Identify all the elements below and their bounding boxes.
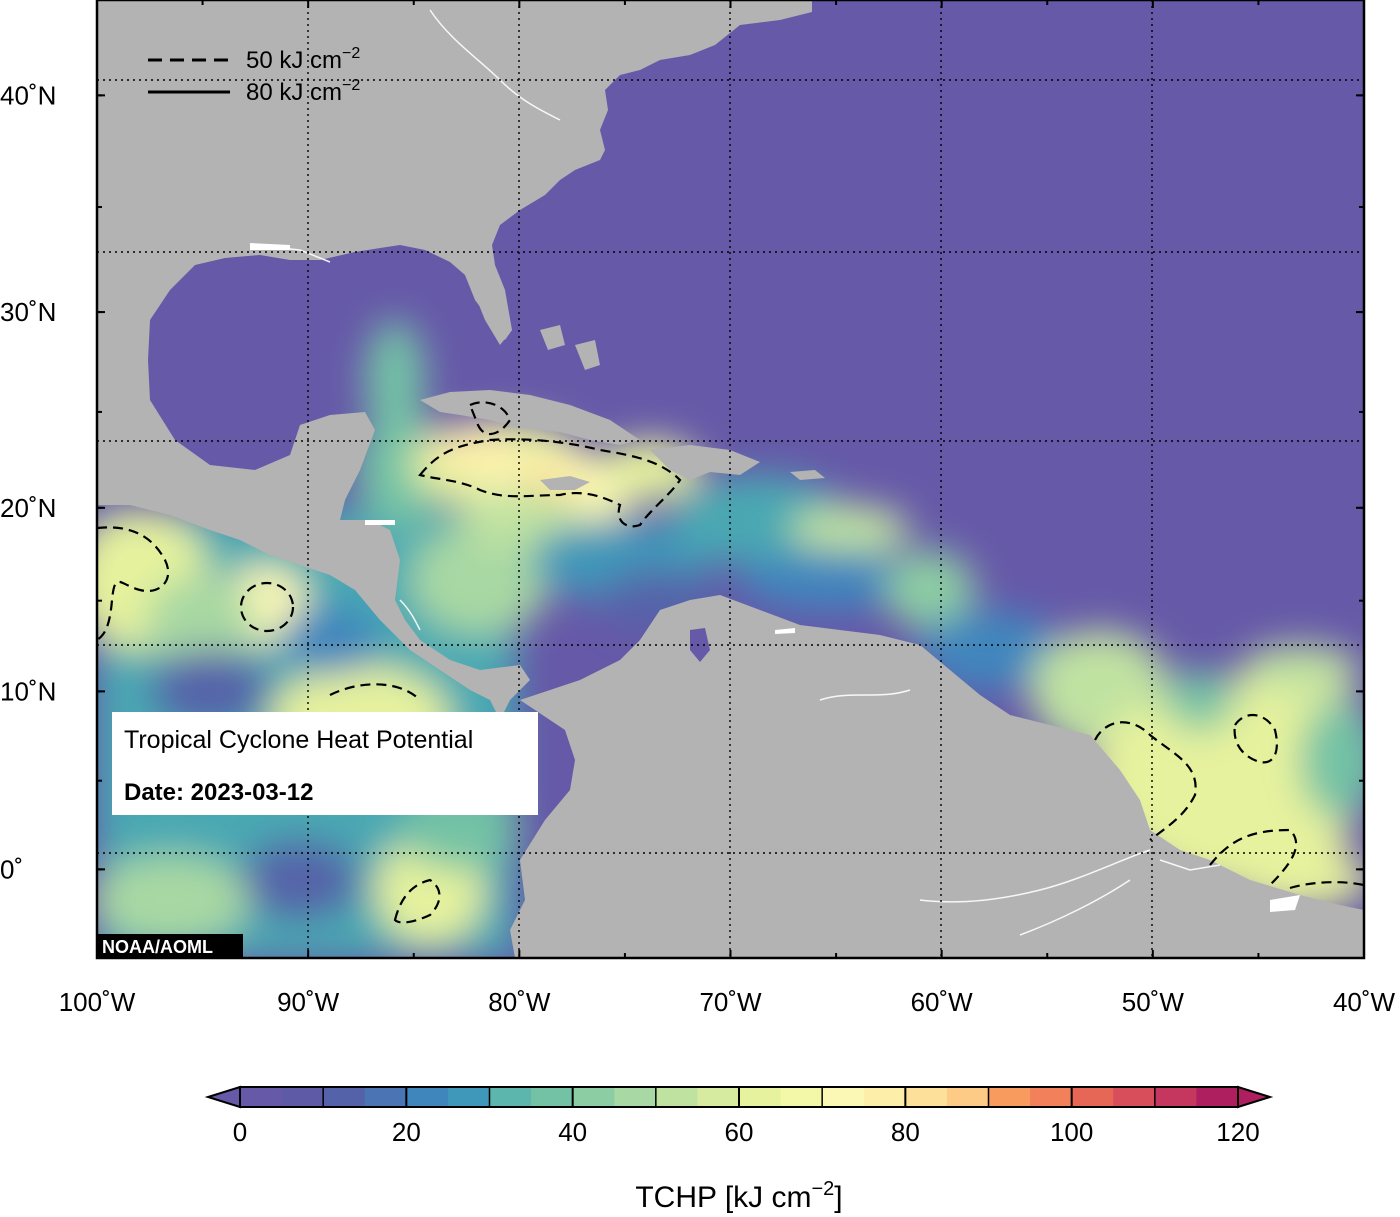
colorbar-tick-label: 120 — [1216, 1117, 1259, 1147]
colorbar-segment — [905, 1087, 948, 1107]
legend-dashed-label: 50 kJ cm−2 — [246, 45, 360, 74]
colorbar-segment — [1071, 1087, 1114, 1107]
colorbar-segment — [323, 1087, 366, 1107]
lat-label-0˚: 0˚ — [0, 854, 23, 884]
contour-legend: 50 kJ cm−2 80 kJ cm−2 — [148, 45, 360, 106]
credit-badge: NOAA/AOML — [97, 934, 243, 958]
latitude-labels: 40˚N 30˚N 20˚N 10˚N 0˚ — [0, 80, 56, 884]
info-box-background — [112, 712, 538, 815]
colorbar-tick-label: 80 — [891, 1117, 920, 1147]
colorbar-segment — [1030, 1087, 1073, 1107]
colorbar-tick-label: 0 — [233, 1117, 247, 1147]
lon-label-90˚W: 90˚W — [277, 987, 340, 1017]
lon-label-70˚W: 70˚W — [699, 987, 762, 1017]
lat-label-30˚N: 30˚N — [0, 297, 56, 327]
colorbar-segment — [1196, 1087, 1239, 1107]
lon-label-80˚W: 80˚W — [488, 987, 551, 1017]
colorbar-segments — [240, 1087, 1239, 1107]
colorbar-segment — [739, 1087, 782, 1107]
colorbar-segment — [364, 1087, 407, 1107]
colorbar-arrow-high — [1237, 1085, 1274, 1109]
info-box: Tropical Cyclone Heat Potential Date: 20… — [112, 712, 538, 815]
colorbar-segment — [863, 1087, 906, 1107]
lakes — [250, 243, 1300, 912]
colorbar-segment — [780, 1087, 823, 1107]
map-plot-area — [97, 0, 1364, 958]
colorbar-ticks: 0 20 40 60 80 100 120 — [233, 1087, 1260, 1147]
frame-ticks — [96, 0, 1365, 959]
lon-label-100˚W: 100˚W — [59, 987, 136, 1017]
colorbar-segment — [572, 1087, 615, 1107]
colorbar-segment — [406, 1087, 449, 1107]
colorbar-segment — [447, 1087, 490, 1107]
lon-label-40˚W: 40˚W — [1333, 987, 1396, 1017]
credit-text: NOAA/AOML — [102, 937, 213, 957]
colorbar-tick-label: 20 — [392, 1117, 421, 1147]
colorbar-segment — [281, 1087, 324, 1107]
map-title: Tropical Cyclone Heat Potential — [124, 726, 473, 754]
legend-solid-label: 80 kJ cm−2 — [246, 77, 360, 106]
lon-label-60˚W: 60˚W — [911, 987, 974, 1017]
longitude-labels: 100˚W 90˚W 80˚W 70˚W 60˚W 50˚W 40˚W — [59, 987, 1396, 1017]
colorbar-segment — [489, 1087, 532, 1107]
colorbar-segment — [240, 1087, 283, 1107]
colorbar-tick-label: 40 — [558, 1117, 587, 1147]
colorbar-title: TCHP [kJ cm−2] — [635, 1178, 842, 1214]
colorbar-segment — [946, 1087, 989, 1107]
lat-label-10˚N: 10˚N — [0, 676, 56, 706]
colorbar-tick-label: 100 — [1050, 1117, 1093, 1147]
lon-label-50˚W: 50˚W — [1122, 987, 1185, 1017]
colorbar-segment — [614, 1087, 657, 1107]
colorbar-segment — [1154, 1087, 1197, 1107]
colorbar-segment — [531, 1087, 574, 1107]
contour-50 — [97, 401, 1364, 924]
colorbar-segment — [822, 1087, 865, 1107]
lat-label-40˚N: 40˚N — [0, 80, 56, 110]
colorbar-arrow-low — [204, 1085, 241, 1109]
lat-label-20˚N: 20˚N — [0, 493, 56, 523]
colorbar: 0 20 40 60 80 100 120 TCHP [kJ cm−2] — [204, 1085, 1274, 1214]
colorbar-tick-label: 60 — [725, 1117, 754, 1147]
colorbar-segment — [697, 1087, 740, 1107]
map-date: Date: 2023-03-12 — [124, 779, 313, 806]
colorbar-segment — [988, 1087, 1031, 1107]
colorbar-segment — [1113, 1087, 1156, 1107]
colorbar-segment — [655, 1087, 698, 1107]
